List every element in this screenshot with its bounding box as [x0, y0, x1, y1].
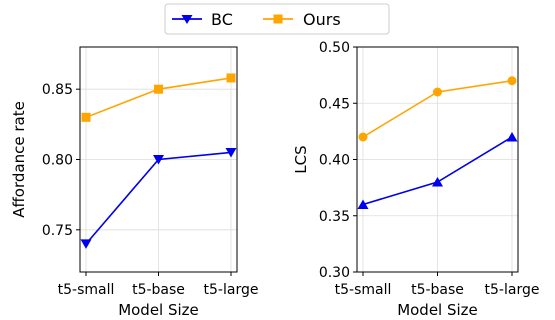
- x-tick-label: t5-base: [411, 282, 464, 298]
- y-axis-label: Affordance rate: [10, 101, 28, 218]
- data-point-ours: [81, 112, 91, 122]
- data-point-bc: [432, 177, 443, 187]
- data-point-bc: [357, 199, 369, 209]
- x-tick-label: t5-small: [335, 282, 392, 298]
- series-bc: [357, 132, 518, 209]
- series-ours: [358, 76, 517, 142]
- x-tick-label: t5-large: [485, 282, 540, 298]
- y-tick-label: 0.85: [42, 82, 73, 98]
- legend-entry-bc: BC: [172, 10, 233, 29]
- lcs-panel: 0.30 0.35 0.40 0.45 0.50 t5-small t5-base t5-la…: [292, 40, 539, 319]
- data-point-ours: [507, 76, 517, 86]
- legend-label-ours: Ours: [303, 10, 341, 29]
- x-axis-label: Model Size: [397, 301, 478, 319]
- series-bc: [80, 147, 237, 249]
- y-tick-label: 0.30: [319, 265, 350, 281]
- x-axis-label: Model Size: [118, 301, 199, 319]
- series-ours: [81, 73, 236, 122]
- x-tick-label: t5-small: [58, 282, 115, 298]
- x-tick-label: t5-large: [204, 282, 259, 298]
- data-point-ours: [154, 84, 163, 94]
- data-point-ours: [433, 87, 442, 97]
- data-point-ours: [358, 132, 368, 142]
- legend-entry-ours: Ours: [263, 10, 341, 29]
- y-axis-label: LCS: [292, 145, 310, 173]
- legend: BC Ours: [164, 3, 390, 35]
- data-point-bc: [506, 132, 518, 142]
- data-point-ours: [226, 73, 236, 83]
- legend-marker-bc: [181, 15, 193, 24]
- x-tick-label: t5-base: [132, 282, 185, 298]
- legend-label-bc: BC: [211, 10, 233, 29]
- affordance-rate-panel: 0.75 0.80 0.85 t5-small t5-base t5-large Model…: [10, 46, 259, 319]
- y-tick-label: 0.50: [319, 40, 350, 56]
- y-tick-label: 0.35: [319, 209, 350, 225]
- y-tick-label: 0.45: [319, 96, 350, 112]
- y-tick-label: 0.75: [42, 223, 73, 239]
- y-tick-label: 0.80: [42, 153, 73, 169]
- data-point-bc: [80, 239, 92, 249]
- y-tick-label: 0.40: [319, 153, 350, 169]
- data-point-bc: [225, 147, 237, 158]
- data-point-bc: [153, 155, 164, 165]
- legend-marker-ours: [273, 14, 283, 24]
